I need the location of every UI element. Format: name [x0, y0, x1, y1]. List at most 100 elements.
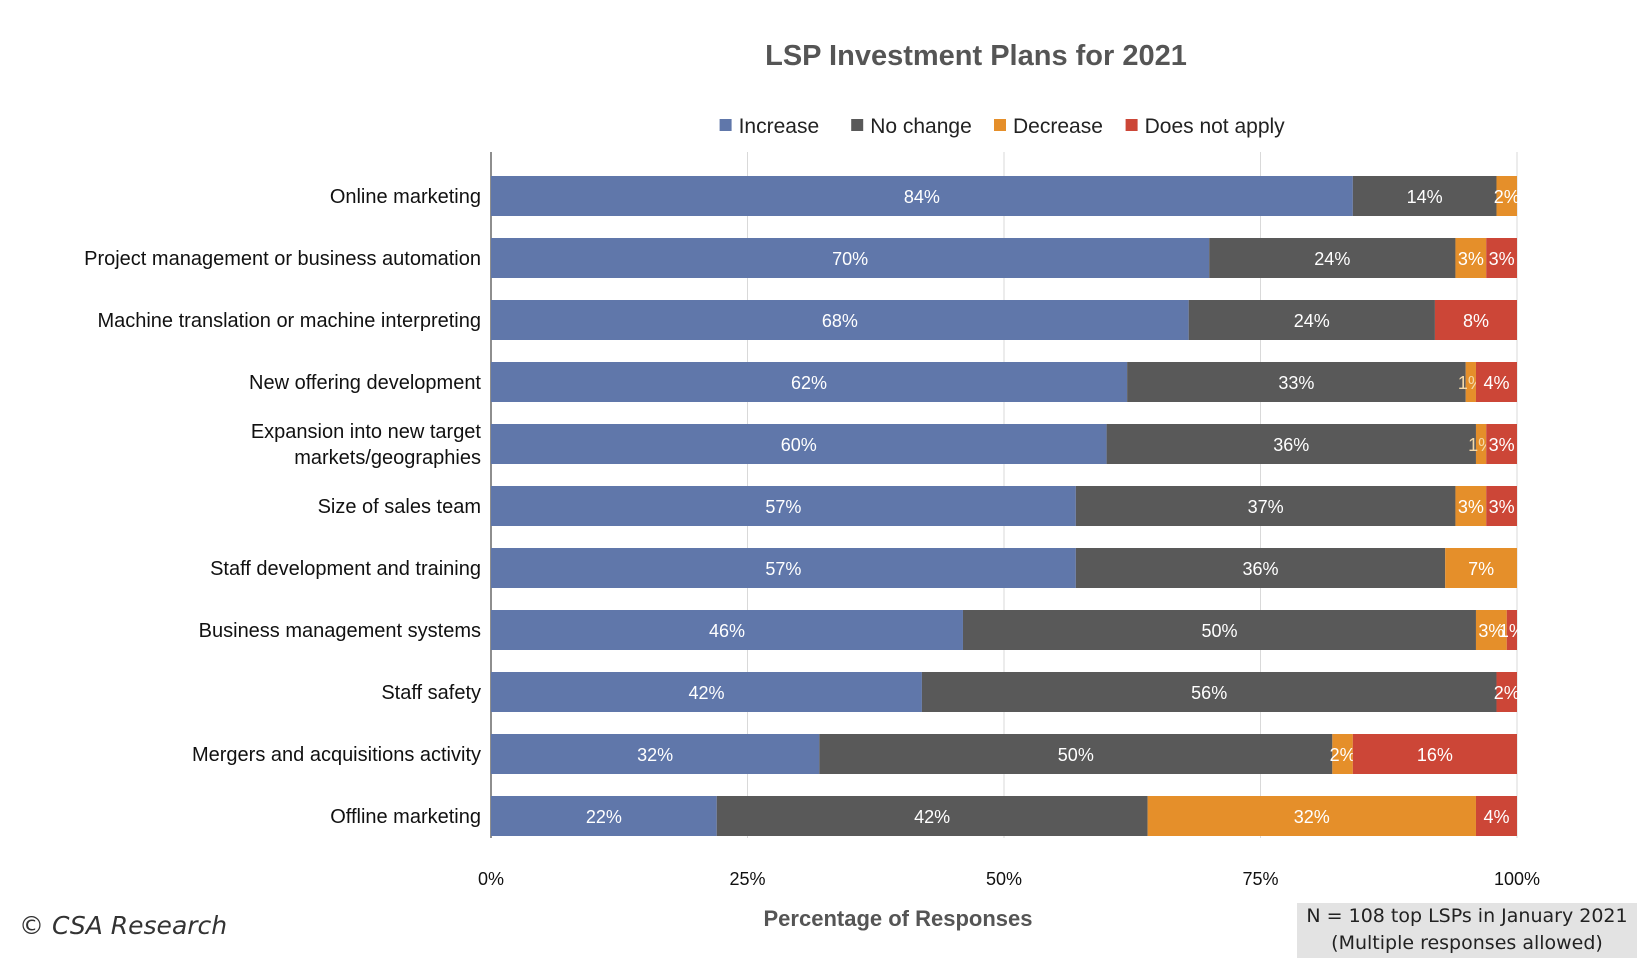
sample-note-line-1: N = 108 top LSPs in January 2021 [1306, 905, 1628, 927]
bar-offline-marketing-does-not-apply [1475, 796, 1517, 836]
sample-note-line-2: (Multiple responses allowed) [1331, 932, 1603, 954]
data-label-staff-development-and-training-no-change: 36% [1242, 559, 1278, 579]
category-label-mergers-and-acquisitions-activity: Mergers and acquisitions activity [192, 744, 481, 766]
data-label-online-marketing-increase: 84% [904, 187, 940, 207]
category-label-online-marketing: Online marketing [330, 186, 481, 208]
x-axis-label: Percentage of Responses [764, 906, 1033, 931]
bar-mergers-and-acquisitions-activity-decrease [1332, 734, 1353, 774]
x-tick-75-label: 75% [1242, 869, 1278, 889]
data-label-project-management-or-business-automation-no-change: 24% [1314, 249, 1350, 269]
bar-row-expansion-into-new-target-markets-geographies: 60% 36% 1%3% [491, 424, 1517, 464]
data-label-size-of-sales-team-increase: 57% [765, 497, 801, 517]
category-label-project-management-or-business-automation: Project management or business automatio… [84, 248, 481, 270]
x-tick-50-label: 50% [986, 869, 1022, 889]
data-label-project-management-or-business-automation-increase: 70% [832, 249, 868, 269]
bar-staff-safety-does-not-apply [1496, 672, 1517, 712]
category-label-business-management-systems: Business management systems [199, 620, 481, 642]
data-label-size-of-sales-team-no-change: 37% [1248, 497, 1284, 517]
legend-label-decrease: Decrease [1013, 115, 1103, 138]
data-label-mergers-and-acquisitions-activity-decrease: 2% [1330, 745, 1356, 765]
legend-label-increase: Increase [739, 115, 820, 138]
bar-staff-safety-no-change [921, 672, 1497, 712]
data-label-new-offering-development-no-change: 33% [1278, 373, 1314, 393]
chart-title: LSP Investment Plans for 2021 [765, 40, 1187, 72]
sample-note: N = 108 top LSPs in January 2021 (Multip… [1297, 903, 1637, 958]
category-label-expansion-into-new-target-markets-geographies-line-2: markets/geographies [294, 447, 481, 469]
bar-business-management-systems-decrease [1475, 610, 1507, 650]
bar-row-offline-marketing: 22% 42% 32% 4% [491, 796, 1517, 836]
legend-label-does-not-apply: Does not apply [1145, 115, 1286, 138]
data-label-business-management-systems-no-change: 50% [1201, 621, 1237, 641]
bar-mergers-and-acquisitions-activity-increase [491, 734, 820, 774]
data-label-online-marketing-no-change: 14% [1407, 187, 1443, 207]
bar-new-offering-development-increase [491, 362, 1128, 402]
x-tick-25-label: 25% [729, 869, 765, 889]
bar-online-marketing-decrease [1496, 176, 1517, 216]
bar-business-management-systems-increase [491, 610, 963, 650]
bar-expansion-into-new-target-markets-geographies-increase [491, 424, 1107, 464]
legend-swatch-increase [719, 119, 732, 131]
category-label-offline-marketing: Offline marketing [330, 806, 481, 828]
bar-mergers-and-acquisitions-activity-no-change [819, 734, 1333, 774]
bar-new-offering-development-decrease [1465, 362, 1476, 402]
bar-row-new-offering-development: 62% 33% 1% 4% [491, 362, 1517, 402]
bar-expansion-into-new-target-markets-geographies-decrease [1475, 424, 1487, 464]
data-label-mergers-and-acquisitions-activity-increase: 32% [637, 745, 673, 765]
x-tick-0-label: 0% [478, 869, 504, 889]
bar-offline-marketing-no-change [716, 796, 1148, 836]
bar-size-of-sales-team-decrease [1455, 486, 1487, 526]
bar-row-machine-translation-or-machine-interpreting: 68% 24% 8% [491, 300, 1517, 340]
category-label-staff-safety: Staff safety [381, 682, 481, 704]
bar-expansion-into-new-target-markets-geographies-does-not-apply [1486, 424, 1517, 464]
bar-staff-development-and-training-increase [491, 548, 1076, 588]
bar-row-project-management-or-business-automation: 70% 24% 3% 3% [491, 238, 1517, 278]
data-label-expansion-into-new-target-markets-geographies-does-not-apply: 3% [1489, 435, 1515, 455]
bar-offline-marketing-increase [491, 796, 717, 836]
legend-swatch-does-not-apply [1125, 119, 1138, 131]
bar-new-offering-development-does-not-apply [1475, 362, 1517, 402]
data-label-machine-translation-or-machine-interpreting-increase: 68% [822, 311, 858, 331]
bar-project-management-or-business-automation-no-change [1209, 238, 1456, 278]
legend-swatch-no-change [851, 119, 864, 131]
data-label-staff-development-and-training-decrease: 7% [1468, 559, 1494, 579]
bar-row-staff-safety: 42% 56% 2% [491, 672, 1520, 712]
data-label-staff-safety-no-change: 56% [1191, 683, 1227, 703]
data-label-mergers-and-acquisitions-activity-does-not-apply: 16% [1417, 745, 1453, 765]
bar-staff-development-and-training-no-change [1075, 548, 1446, 588]
data-label-business-management-systems-increase: 46% [709, 621, 745, 641]
bar-project-management-or-business-automation-decrease [1455, 238, 1487, 278]
data-label-business-management-systems-does-not-apply: 1% [1499, 621, 1525, 641]
data-label-expansion-into-new-target-markets-geographies-increase: 60% [781, 435, 817, 455]
data-label-offline-marketing-no-change: 42% [914, 807, 950, 827]
bar-row-business-management-systems: 46% 50% 3%1% [491, 610, 1525, 650]
category-label-machine-translation-or-machine-interpreting: Machine translation or machine interpret… [97, 310, 481, 332]
bar-business-management-systems-does-not-apply [1506, 610, 1517, 650]
bar-online-marketing-no-change [1352, 176, 1497, 216]
category-label-size-of-sales-team: Size of sales team [318, 496, 481, 518]
category-label-staff-development-and-training: Staff development and training [210, 558, 481, 580]
x-tick-100-label: 100% [1494, 869, 1540, 889]
category-label-expansion-into-new-target-markets-geographies-line-1: Expansion into new target [251, 421, 482, 443]
copyright-credit: © CSA Research [19, 911, 227, 940]
data-label-online-marketing-decrease: 2% [1494, 187, 1520, 207]
bar-row-staff-development-and-training: 57% 36% 7% [491, 548, 1517, 588]
bar-staff-safety-increase [491, 672, 922, 712]
bar-business-management-systems-no-change [962, 610, 1476, 650]
bar-offline-marketing-decrease [1147, 796, 1476, 836]
bar-staff-development-and-training-decrease [1445, 548, 1517, 588]
bar-project-management-or-business-automation-does-not-apply [1486, 238, 1517, 278]
bar-machine-translation-or-machine-interpreting-no-change [1188, 300, 1435, 340]
data-label-project-management-or-business-automation-decrease: 3% [1458, 249, 1484, 269]
bar-machine-translation-or-machine-interpreting-increase [491, 300, 1189, 340]
bar-row-mergers-and-acquisitions-activity: 32% 50% 2% 16% [491, 734, 1517, 774]
data-label-size-of-sales-team-does-not-apply: 3% [1489, 497, 1515, 517]
legend-label-no-change: No change [870, 115, 972, 138]
bar-online-marketing-increase [491, 176, 1353, 216]
bar-new-offering-development-no-change [1127, 362, 1466, 402]
bar-machine-translation-or-machine-interpreting-does-not-apply [1434, 300, 1517, 340]
bar-size-of-sales-team-increase [491, 486, 1076, 526]
data-label-offline-marketing-does-not-apply: 4% [1483, 807, 1509, 827]
data-label-staff-safety-does-not-apply: 2% [1494, 683, 1520, 703]
data-label-machine-translation-or-machine-interpreting-does-not-apply: 8% [1463, 311, 1489, 331]
